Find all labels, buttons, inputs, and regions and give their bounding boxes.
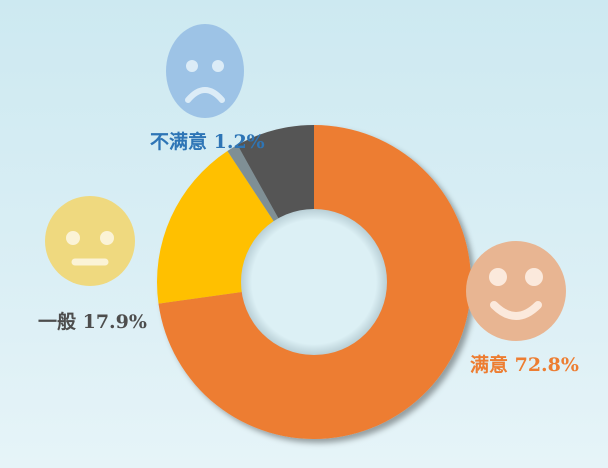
donut-slice-3 [227, 144, 279, 222]
smile-face-icon [466, 241, 566, 341]
label-satisfied: 满意 72.8% [470, 354, 579, 376]
neutral-face-icon [45, 196, 135, 286]
donut-hole [241, 209, 387, 355]
label-neutral: 一般 17.9% [38, 311, 147, 333]
donut-slice-1 [158, 125, 471, 440]
donut-slice-4 [237, 125, 314, 220]
label-dissatisfied: 不满意 1.2% [150, 131, 265, 153]
donut-slice-2 [157, 151, 275, 304]
sad-face-icon [166, 24, 244, 118]
